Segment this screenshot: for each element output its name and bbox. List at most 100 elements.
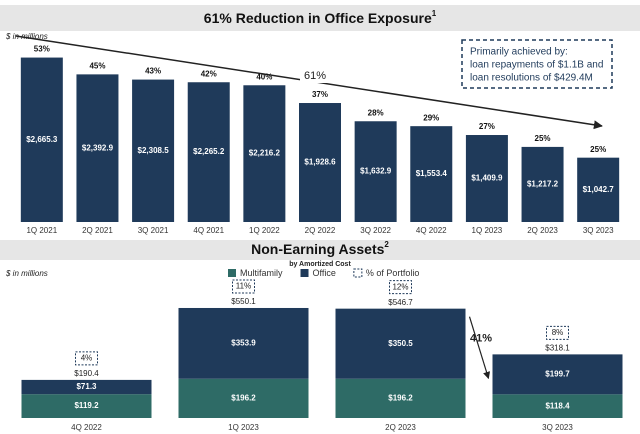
percent-label: 27%	[479, 122, 495, 131]
axis-note: $ in millions	[5, 32, 48, 41]
trend-label-bg	[300, 69, 330, 83]
bar-segment	[21, 394, 152, 418]
header-band	[0, 5, 640, 31]
x-tick-label: 3Q 2023	[583, 226, 614, 235]
bar	[20, 57, 63, 222]
bar-segment	[492, 354, 623, 395]
x-tick-label: 1Q 2021	[26, 226, 57, 235]
percent-label: 28%	[368, 108, 384, 117]
x-tick-label: 3Q 2022	[360, 226, 391, 235]
axis-note: $ in millions	[5, 269, 48, 278]
value-label: $350.5	[388, 339, 413, 348]
value-label: $2,392.9	[82, 143, 114, 152]
bar	[299, 103, 341, 222]
value-label: $1,042.7	[583, 185, 615, 194]
percent-label: 53%	[34, 45, 50, 54]
value-label: $71.3	[76, 382, 97, 391]
percent-label: 11%	[236, 282, 251, 291]
change-label: 41%	[470, 333, 492, 345]
value-label: $196.2	[231, 393, 256, 402]
legend-label: % of Portfolio	[366, 268, 420, 278]
bar	[243, 85, 286, 222]
value-label: $199.7	[545, 369, 570, 378]
percent-label: 4%	[81, 354, 93, 363]
title-superscript: 2	[384, 240, 389, 249]
callout-text: Primarily achieved by:	[470, 47, 568, 58]
legend-label: Multifamily	[240, 268, 283, 278]
x-tick-label: 4Q 2022	[71, 423, 102, 432]
value-label: $1,928.6	[304, 158, 336, 167]
bar-segment	[178, 378, 309, 418]
x-tick-label: 4Q 2022	[416, 226, 447, 235]
bar-segment	[335, 308, 466, 379]
total-label: $318.1	[545, 343, 570, 352]
percent-label: 40%	[256, 72, 272, 81]
value-label: $1,409.9	[471, 174, 503, 183]
change-arrow	[468, 316, 491, 380]
legend-swatch	[228, 269, 236, 277]
legend-swatch	[300, 269, 309, 277]
percent-box	[546, 325, 569, 340]
x-tick-label: 1Q 2023	[228, 423, 259, 432]
bar	[132, 79, 175, 222]
value-label: $2,265.2	[193, 147, 225, 156]
value-label: $118.4	[545, 401, 570, 410]
bar	[76, 74, 119, 222]
chart-title: Non-Earning Assets2	[251, 240, 389, 257]
legend-swatch	[353, 268, 363, 278]
total-label: $190.4	[74, 369, 99, 378]
value-label: $2,308.5	[138, 146, 170, 155]
percent-label: 12%	[392, 282, 408, 291]
chart-subtitle: by Amortized Cost	[289, 261, 351, 268]
x-tick-label: 2Q 2021	[82, 226, 113, 235]
bar	[410, 126, 453, 222]
callout-text: loan repayments of $1.1B and	[470, 60, 603, 71]
percent-label: 45%	[89, 61, 105, 70]
percent-box	[389, 280, 412, 295]
value-label: $1,553.4	[416, 169, 448, 178]
percent-box	[75, 351, 98, 366]
value-label: $2,665.3	[26, 135, 58, 144]
value-label: $2,216.2	[249, 149, 281, 158]
x-tick-label: 1Q 2023	[472, 226, 503, 235]
percent-label: 37%	[312, 90, 328, 99]
x-tick-label: 3Q 2021	[138, 226, 169, 235]
header-band	[0, 240, 640, 260]
trend-label: 61%	[304, 70, 326, 82]
bar	[465, 135, 508, 222]
x-tick-label: 2Q 2022	[305, 226, 336, 235]
callout-text: loan resolutions of $429.4M	[470, 73, 593, 84]
title-text: Non-Earning Assets	[251, 241, 384, 257]
percent-label: 42%	[201, 69, 217, 78]
bar	[354, 121, 397, 222]
value-label: $1,632.9	[360, 167, 392, 176]
value-label: $119.2	[74, 401, 99, 410]
value-label: $196.2	[388, 393, 413, 402]
value-label: $353.9	[231, 338, 256, 347]
bar	[577, 157, 620, 222]
bar	[521, 146, 564, 222]
bar	[187, 82, 230, 222]
bar-segment	[21, 379, 152, 395]
title-superscript: 1	[432, 9, 437, 18]
percent-label: 29%	[423, 113, 439, 122]
chart-title: 61% Reduction in Office Exposure1	[204, 9, 437, 26]
percent-box	[232, 279, 255, 294]
total-label: $546.7	[388, 298, 413, 307]
callout-box	[461, 39, 613, 89]
total-label: $550.1	[231, 297, 256, 306]
percent-label: 25%	[535, 134, 551, 143]
x-tick-label: 4Q 2021	[193, 226, 224, 235]
legend-label: Office	[313, 268, 336, 278]
x-tick-label: 2Q 2023	[385, 423, 416, 432]
x-tick-label: 1Q 2022	[249, 226, 280, 235]
percent-label: 25%	[590, 145, 606, 154]
title-text: 61% Reduction in Office Exposure	[204, 10, 432, 26]
bar-segment	[178, 307, 309, 379]
value-label: $1,217.2	[527, 180, 559, 189]
bar-segment	[335, 378, 466, 418]
x-tick-label: 2Q 2023	[527, 226, 558, 235]
x-tick-label: 3Q 2023	[542, 423, 573, 432]
bar-segment	[492, 394, 623, 418]
